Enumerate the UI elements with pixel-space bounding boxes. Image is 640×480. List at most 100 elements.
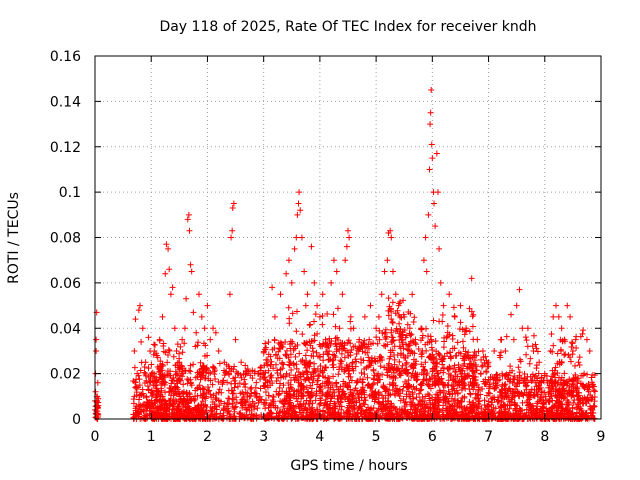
data-point (398, 365, 405, 372)
data-point (353, 350, 360, 357)
data-point (302, 302, 309, 309)
data-point (265, 392, 272, 399)
data-point (338, 358, 345, 365)
data-point (431, 372, 438, 379)
data-point (275, 414, 282, 421)
data-point (282, 352, 289, 359)
data-point (462, 411, 469, 418)
data-point (526, 360, 533, 367)
data-point (202, 342, 209, 349)
data-point (342, 394, 349, 401)
data-point (396, 320, 403, 327)
data-point (335, 371, 342, 378)
data-point (176, 400, 183, 407)
data-point (575, 359, 582, 366)
data-point (340, 388, 347, 395)
data-point (451, 362, 458, 369)
data-point (331, 352, 338, 359)
data-point (385, 312, 392, 319)
data-point (272, 361, 279, 368)
data-point (549, 373, 556, 380)
data-point (196, 371, 203, 378)
data-point (181, 367, 188, 374)
data-point (398, 409, 405, 416)
data-point (224, 399, 231, 406)
data-point (411, 350, 418, 357)
data-point (267, 363, 274, 370)
data-point (404, 321, 411, 328)
data-point (223, 403, 230, 410)
data-point (555, 313, 562, 320)
data-point (555, 393, 562, 400)
data-point (146, 378, 153, 385)
data-point (492, 384, 499, 391)
data-point (221, 372, 228, 379)
data-point (570, 387, 577, 394)
data-point (460, 344, 467, 351)
data-point (576, 389, 583, 396)
data-point (447, 403, 454, 410)
data-point (93, 347, 100, 354)
x-tick-label: 6 (428, 429, 437, 445)
data-point (388, 407, 395, 414)
data-point (358, 410, 365, 417)
data-point (322, 391, 329, 398)
data-point (461, 360, 468, 367)
data-point (357, 376, 364, 383)
data-point (581, 370, 588, 377)
data-point (346, 393, 353, 400)
data-point (385, 392, 392, 399)
data-point (376, 336, 383, 343)
data-point (370, 392, 377, 399)
data-point (393, 388, 400, 395)
data-point (428, 344, 435, 351)
data-point (548, 378, 555, 385)
data-point (419, 394, 426, 401)
data-point (489, 399, 496, 406)
data-point (235, 370, 242, 377)
data-point (427, 121, 434, 128)
data-point (468, 360, 475, 367)
data-point (314, 330, 321, 337)
data-point (157, 358, 164, 365)
data-point (396, 343, 403, 350)
data-point (579, 330, 586, 337)
data-point (428, 87, 435, 94)
data-point (574, 380, 581, 387)
data-point (591, 394, 598, 401)
data-point (564, 302, 571, 309)
data-point (262, 379, 269, 386)
data-point (141, 369, 148, 376)
data-point (241, 412, 248, 419)
data-point (456, 366, 463, 373)
data-point (262, 389, 269, 396)
data-point (469, 373, 476, 380)
data-point (244, 366, 251, 373)
data-point (369, 388, 376, 395)
data-point (541, 401, 548, 408)
data-point (399, 362, 406, 369)
data-point (197, 386, 204, 393)
data-point (289, 310, 296, 317)
data-point (304, 347, 311, 354)
data-point (293, 388, 300, 395)
data-point (209, 381, 216, 388)
data-point (285, 257, 292, 264)
data-point (395, 302, 402, 309)
data-point (283, 270, 290, 277)
data-point (583, 336, 590, 343)
data-point (385, 295, 392, 302)
data-point (153, 378, 160, 385)
data-point (440, 302, 447, 309)
data-point (389, 411, 396, 418)
data-point (247, 385, 254, 392)
data-point (407, 363, 414, 370)
data-point (265, 351, 272, 358)
data-point (327, 398, 334, 405)
data-point (456, 326, 463, 333)
data-point (446, 363, 453, 370)
data-point (434, 189, 441, 196)
data-point (155, 365, 162, 372)
data-point (184, 216, 191, 223)
data-point (226, 411, 233, 418)
